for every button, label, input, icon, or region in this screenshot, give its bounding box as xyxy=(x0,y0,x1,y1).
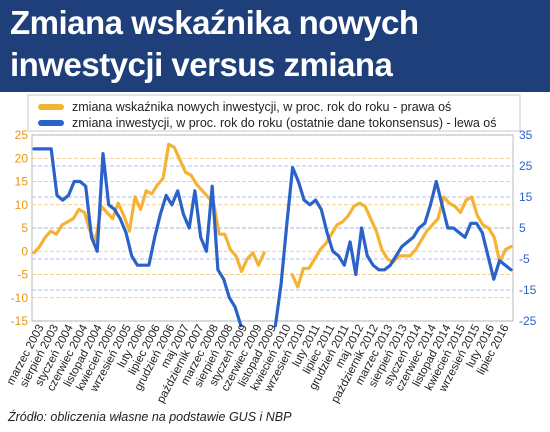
series-line-orange xyxy=(290,195,513,289)
header-banner: Zmiana wskaźnika nowych inwestycji versu… xyxy=(0,0,550,125)
left-tick-label: 0 xyxy=(21,244,28,258)
series-line-blue xyxy=(273,165,513,328)
right-tick-label: -5 xyxy=(519,252,530,266)
legend-swatch-orange xyxy=(38,104,64,110)
left-axis-ticks: -15 -10 -5 0 5 10 15 20 25 xyxy=(11,128,29,328)
left-tick-label: -10 xyxy=(11,291,29,305)
series-line-orange xyxy=(32,142,266,273)
series-lines xyxy=(32,142,513,328)
right-tick-label: 5 xyxy=(519,221,526,235)
legend-item-blue: zmiana inwestycji, w proc. rok do roku (… xyxy=(38,114,497,132)
left-tick-label: -5 xyxy=(17,268,28,282)
series-line-blue xyxy=(32,147,243,328)
left-tick-label: 5 xyxy=(21,221,28,235)
chart-grid xyxy=(31,134,514,322)
left-tick-label: 20 xyxy=(15,151,29,165)
left-tick-label: -15 xyxy=(11,314,29,328)
right-tick-label: 15 xyxy=(519,190,533,204)
right-tick-label: -15 xyxy=(519,283,537,297)
right-tick-label: 25 xyxy=(519,159,533,173)
chart-area: -15 -10 -5 0 5 10 15 20 25 -25 -15 -5 5 15 25 35 marze… xyxy=(5,94,537,405)
legend-label-orange: zmiana wskaźnika nowych inwestycji, w pr… xyxy=(72,100,452,114)
right-tick-label: -25 xyxy=(519,314,537,328)
legend-background xyxy=(27,94,521,132)
source-note: Źródło: obliczenia własne na podstawie G… xyxy=(8,410,292,424)
right-axis-ticks: -25 -15 -5 5 15 25 35 xyxy=(519,128,537,328)
legend-label-blue: zmiana inwestycji, w proc. rok do roku (… xyxy=(72,116,497,130)
left-tick-label: 25 xyxy=(15,128,29,142)
legend-item-orange: zmiana wskaźnika nowych inwestycji, w pr… xyxy=(38,98,451,116)
left-tick-label: 15 xyxy=(15,175,29,189)
chart-title: Zmiana wskaźnika nowych inwestycji versu… xyxy=(10,4,419,125)
right-tick-label: 35 xyxy=(519,128,533,142)
left-tick-label: 10 xyxy=(15,198,29,212)
legend-box xyxy=(27,94,521,132)
legend-swatch-blue xyxy=(38,120,64,126)
